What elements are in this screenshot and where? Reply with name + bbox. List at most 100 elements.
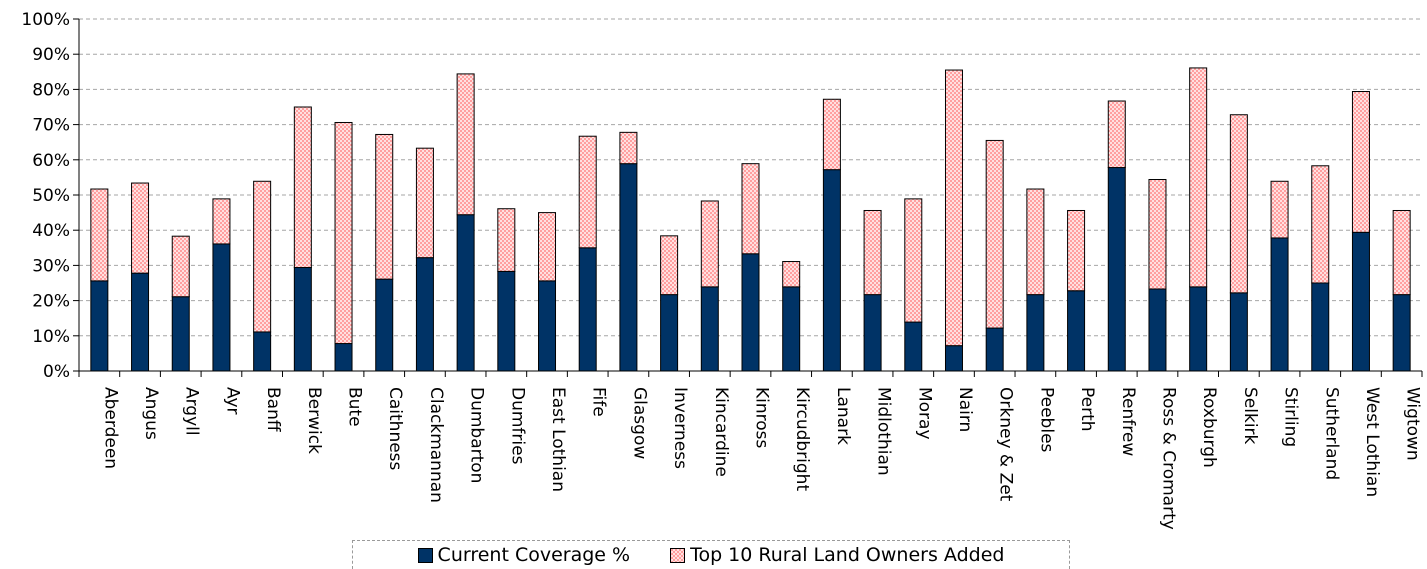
bar-top10-added [1026,188,1045,296]
bar-current-coverage [1067,290,1086,372]
bar-top10-added [1392,209,1411,296]
x-tick-label: Clackmannan [426,387,446,503]
bar-current-coverage [538,280,557,372]
bar-current-coverage [1148,288,1167,372]
bar-top10-added [293,106,312,269]
x-tick-label: Sutherland [1321,387,1341,480]
x-tick-label: Kincardine [711,387,731,477]
x-tick-label: Berwick [304,387,324,454]
bar-top10-added [863,209,882,296]
bar-top10-added [456,73,475,216]
bar-current-coverage [985,327,1004,372]
bar-current-coverage [90,280,109,372]
bar-top10-added [90,188,109,282]
y-tick-label: 30% [32,256,70,276]
bar-current-coverage [1270,237,1289,372]
x-tick-label: Dumfries [507,387,527,465]
x-tick-label: Dumbarton [467,387,487,483]
x-tick-label: Banff [263,387,283,433]
bar-current-coverage [660,294,679,372]
x-tick-label: Stirling [1281,387,1301,447]
bar-top10-added [985,139,1004,329]
bar-current-coverage [1107,167,1126,372]
bar-current-coverage [1026,294,1045,372]
x-tick-label: Fife [589,387,609,417]
bar-current-coverage [497,270,516,372]
bar-top10-added [619,131,638,165]
x-tick-label: Renfrew [1118,387,1138,456]
bar-top10-added [415,147,434,259]
bar-current-coverage [1392,294,1411,372]
x-tick-label: West Lothian [1362,387,1382,497]
bar-top10-added [1270,180,1289,239]
x-tick-label: East Lothian [548,387,568,492]
bar-top10-added [1148,179,1167,290]
x-tick-label: Bute [345,387,365,427]
bar-top10-added [171,235,190,298]
bar-current-coverage [171,296,190,372]
bar-top10-added [375,133,394,280]
y-tick-label: 20% [32,292,70,312]
bar-current-coverage [1189,286,1208,372]
x-tick-label: Peebles [1036,387,1056,453]
bar-top10-added [212,198,231,245]
bar-current-coverage [1351,231,1370,372]
bar-current-coverage [700,286,719,372]
y-tick-label: 70% [32,116,70,136]
bar-top10-added [1107,100,1126,169]
bar-top10-added [1189,67,1208,288]
x-tick-label: Lanark [833,387,853,445]
legend: Current Coverage % Top 10 Rural Land Own… [352,540,1070,569]
bar-current-coverage [375,278,394,372]
x-tick-label: Midlothian [874,387,894,476]
legend-label-current-coverage: Current Coverage % [437,544,631,566]
bar-current-coverage [1311,282,1330,372]
x-tick-label: Kircudbright [792,387,812,491]
bar-current-coverage [944,345,963,372]
x-tick-label: Wigtown [1403,387,1423,461]
bar-current-coverage [904,321,923,372]
bar-top10-added [578,135,597,249]
bar-current-coverage [334,343,353,372]
bar-current-coverage [293,267,312,372]
x-tick-label: Inverness [670,387,690,469]
legend-label-top10-added: Top 10 Rural Land Owners Added [690,544,1005,566]
bar-current-coverage [131,272,150,372]
bar-top10-added [1311,165,1330,284]
bar-current-coverage [253,331,272,372]
bar-top10-added [1351,91,1370,233]
x-tick-label: Angus [141,387,161,440]
bar-top10-added [660,235,679,296]
bar-top10-added [497,208,516,272]
x-tick-label: Glasgow [629,387,649,459]
bar-top10-added [822,98,841,171]
bar-top10-added [944,69,963,347]
y-tick-label: 60% [32,151,70,171]
bar-top10-added [904,198,923,323]
y-tick-label: 100% [21,10,70,30]
x-tick-label: Argyll [182,387,202,436]
bar-top10-added [1229,114,1248,294]
x-tick-label: Moray [914,387,934,440]
axes: 0% 10% 20% 30% 40% 50% 60% 70% 80% 90% 100% Aberdee… [21,10,1422,530]
legend-swatch-top10-added [670,547,686,563]
bar-top10-added [131,182,150,274]
y-tick-label: 80% [32,80,70,100]
y-tick-label: 50% [32,186,70,206]
bar-top10-added [1067,209,1086,292]
bar-current-coverage [1229,292,1248,372]
x-tick-label: Ross & Cromarty [1158,387,1178,530]
y-tick-label: 10% [32,327,70,347]
x-tick-label: Perth [1077,387,1097,432]
x-tick-label: Orkney & Zet [996,387,1016,502]
legend-swatch-current-coverage [417,547,433,563]
bar-current-coverage [822,169,841,372]
bar-top10-added [538,212,557,282]
bar-current-coverage [456,214,475,372]
bar-top10-added [741,163,760,255]
x-tick-label: Caithness [385,387,405,471]
bars [90,67,1411,372]
legend-item-top10-added: Top 10 Rural Land Owners Added [670,544,1004,566]
